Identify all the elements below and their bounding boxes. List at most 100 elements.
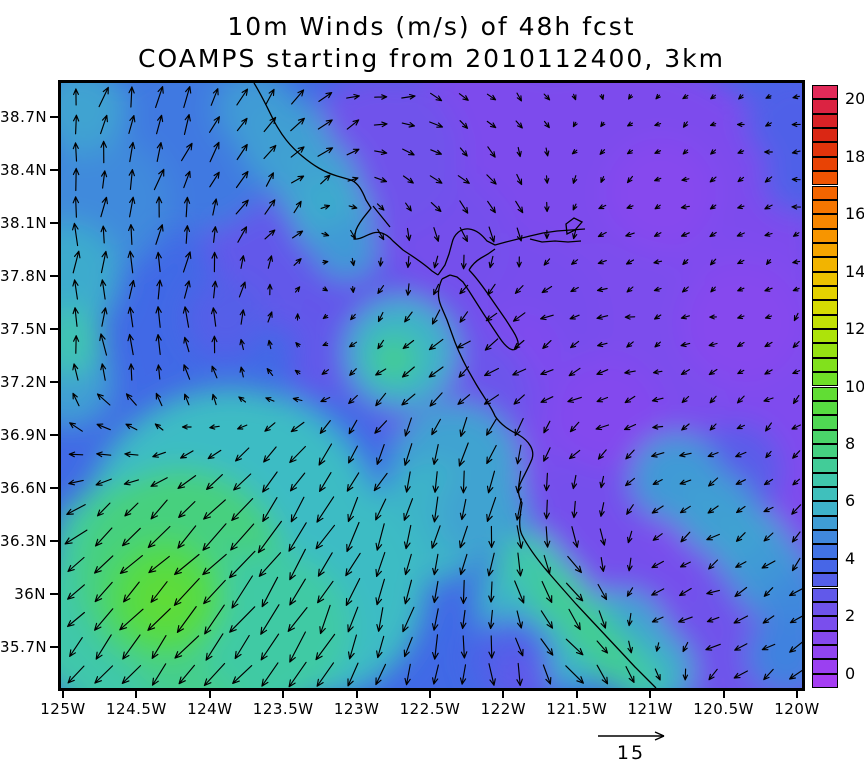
wind-arrow <box>375 523 385 551</box>
wind-arrow <box>404 417 412 437</box>
wind-arrow <box>567 555 582 574</box>
wind-arrow <box>69 637 83 657</box>
wind-arrow <box>289 631 306 663</box>
wind-arrow <box>229 606 256 633</box>
y-tick-mark <box>50 434 58 436</box>
wind-arrow <box>542 340 552 349</box>
wind-arrow <box>100 363 107 381</box>
wind-arrow <box>456 340 471 349</box>
wind-arrow <box>429 121 444 128</box>
wind-arrow <box>625 666 635 683</box>
wind-arrow <box>345 552 361 577</box>
wind-arrow <box>99 333 108 356</box>
colorbar-cell <box>812 329 838 344</box>
wind-arrow <box>289 578 306 606</box>
wind-arrow <box>709 231 717 238</box>
wind-arrow <box>572 229 578 240</box>
wind-arrow <box>793 312 799 322</box>
wind-arrow <box>680 369 690 375</box>
wind-arrow <box>627 612 633 627</box>
wind-arrow <box>680 204 690 210</box>
wind-arrow <box>288 661 307 688</box>
wind-speed-region <box>186 278 266 358</box>
wind-arrow <box>129 196 136 218</box>
wind-arrow <box>289 445 306 464</box>
wind-arrow <box>764 149 773 155</box>
wind-arrow <box>569 421 580 433</box>
colorbar-cell <box>812 156 838 172</box>
wind-arrow <box>210 88 219 106</box>
wind-arrow <box>128 224 135 245</box>
wind-arrow <box>460 579 467 605</box>
wind-arrow <box>706 533 720 541</box>
wind-arrow <box>626 175 634 184</box>
wind-arrow <box>485 312 498 322</box>
wind-arrow <box>596 314 609 320</box>
wind-arrow <box>705 643 721 651</box>
wind-arrow <box>121 665 142 684</box>
wind-arrow <box>792 259 801 265</box>
wind-arrow <box>651 560 664 569</box>
wind-arrow <box>488 226 496 243</box>
wind-arrow <box>155 251 162 273</box>
wind-arrow <box>459 120 469 129</box>
wind-arrow <box>626 504 634 515</box>
wind-arrow <box>710 149 717 155</box>
colorbar-cell <box>812 630 838 645</box>
colorbar-cell <box>812 128 838 143</box>
wind-arrow <box>544 175 550 184</box>
wind-arrow <box>404 311 413 323</box>
wind-arrow <box>96 451 112 458</box>
x-tick-mark <box>135 691 138 698</box>
wind-arrow <box>267 255 273 269</box>
wind-arrow <box>262 497 278 522</box>
wind-arrow <box>183 196 191 218</box>
wind-arrow <box>515 470 522 494</box>
wind-arrow <box>571 149 578 155</box>
wind-arrow <box>654 668 661 681</box>
wind-arrow <box>596 286 608 293</box>
wind-arrow <box>568 449 581 460</box>
wind-arrow <box>765 121 772 127</box>
wind-arrow <box>544 201 550 213</box>
wind-arrow <box>238 281 246 298</box>
wind-arrow <box>792 478 801 486</box>
wind-arrow <box>265 172 274 187</box>
wind-arrow <box>348 634 357 660</box>
wind-arrow <box>766 259 772 265</box>
wind-arrow <box>155 196 163 218</box>
wind-arrow <box>543 554 551 575</box>
colorbar-cell <box>812 185 838 200</box>
wind-speed-region <box>135 570 195 630</box>
wind-arrow <box>147 525 171 549</box>
wind-arrow <box>374 420 388 434</box>
wind-arrow <box>791 424 801 430</box>
wind-arrow <box>257 520 282 554</box>
wind-arrow <box>322 259 329 265</box>
wind-arrow <box>735 532 746 542</box>
wind-arrow <box>98 86 109 108</box>
wind-arrow <box>432 634 439 660</box>
wind-arrow <box>654 149 662 154</box>
wind-speed-region <box>551 358 661 468</box>
wind-arrow <box>596 369 609 375</box>
wind-arrow <box>235 447 250 462</box>
wind-arrow <box>68 479 84 486</box>
wind-arrow <box>321 369 330 375</box>
wind-arrow <box>764 314 773 320</box>
wind-arrow <box>174 635 200 659</box>
colorbar-label: 0 <box>845 663 856 683</box>
colorbar-cell <box>812 400 838 416</box>
wind-arrow <box>540 638 554 656</box>
wind-arrow <box>346 119 360 130</box>
wind-arrow <box>202 553 227 576</box>
wind-arrow <box>374 176 388 183</box>
coastline-tomales-bay <box>372 205 391 228</box>
map-plot-area <box>58 80 805 691</box>
wind-arrow <box>763 532 774 542</box>
wind-arrow <box>320 396 331 403</box>
wind-arrow <box>543 93 551 101</box>
wind-arrow <box>653 231 662 237</box>
wind-arrow <box>346 472 360 492</box>
wind-arrow <box>709 204 717 210</box>
